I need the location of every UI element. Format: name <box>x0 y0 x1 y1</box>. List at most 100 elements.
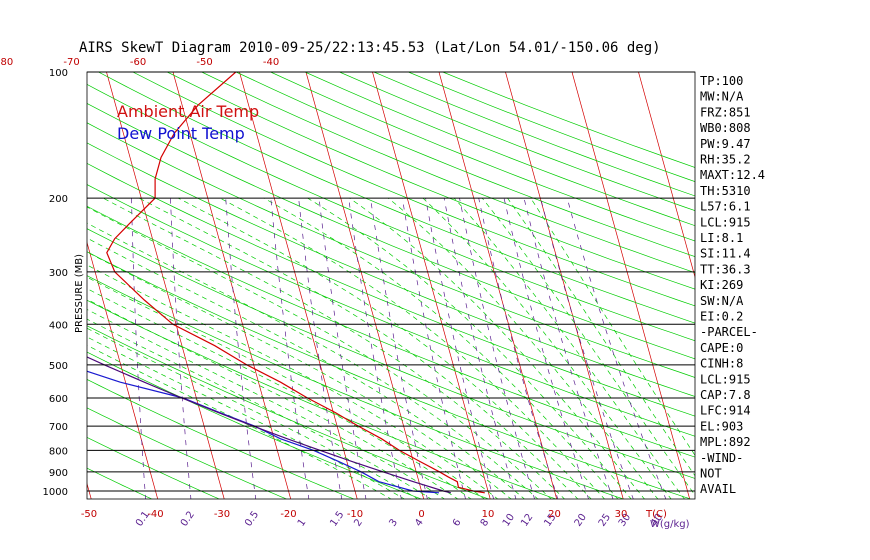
index-entry: CINH:8 <box>700 357 743 371</box>
isotherm-line <box>638 72 695 279</box>
dry-adiabat-line <box>235 72 695 258</box>
mixing-ratio-tick-label: 3 <box>387 517 400 529</box>
pressure-tick-label: 300 <box>49 268 68 279</box>
index-entry: SW:N/A <box>700 294 744 308</box>
dry-adiabat-line <box>87 205 695 458</box>
mixing-ratio-line <box>478 198 559 499</box>
isotherm-line <box>0 72 25 499</box>
mixing-ratio-line <box>318 198 367 499</box>
mixing-ratio-tick-label: 4 <box>413 517 426 529</box>
mixing-ratio-line <box>540 198 634 499</box>
moist-adiabat-line <box>453 197 685 499</box>
index-entry: LI:8.1 <box>700 231 743 245</box>
dry-adiabat-line <box>132 72 695 307</box>
bottom-temp-tick-label: -10 <box>347 509 363 520</box>
dry-adiabat-line <box>87 467 153 499</box>
index-entry: CAP:7.8 <box>700 388 751 402</box>
moist-adiabat-line <box>87 309 445 499</box>
isotherm-line <box>505 72 624 499</box>
moist-adiabat-line <box>530 197 695 456</box>
moist-adiabat-line <box>87 276 485 499</box>
moist-adiabat-line <box>349 197 645 499</box>
index-entry: SI:11.4 <box>700 247 751 261</box>
pressure-tick-label: 700 <box>49 422 68 433</box>
mixing-ratio-line <box>503 198 589 499</box>
bottom-temp-tick-label: -50 <box>81 509 97 520</box>
mixing-ratio-tick-label: 6 <box>451 517 464 529</box>
bottom-temp-axis-label: T(C) <box>645 509 667 520</box>
index-entry: RH:35.2 <box>700 153 751 167</box>
bottom-temp-tick-label: 0 <box>418 509 424 520</box>
dry-adiabat-line <box>87 228 695 479</box>
mixing-ratio-tick-label: 1.5 <box>328 509 346 528</box>
isotherm-line <box>172 72 292 499</box>
pressure-tick-label: 100 <box>49 68 68 79</box>
dew-point-profile <box>87 370 440 494</box>
legend-ambient-air-temp: Ambient Air Temp <box>117 102 259 121</box>
moist-adiabat-line <box>87 206 552 499</box>
mixing-ratio-tick-label: 8 <box>479 517 492 529</box>
index-entry: LCL:915 <box>700 215 751 229</box>
mixing-ratio-line <box>459 198 535 499</box>
index-entry: PW:9.47 <box>700 137 751 151</box>
mixing-ratio-line <box>443 198 517 499</box>
moist-adiabat-line <box>219 197 605 499</box>
plot-frame <box>86 71 696 500</box>
mixing-ratio-line <box>298 198 343 499</box>
mixing-ratio-tick-label: 20 <box>573 512 589 529</box>
mixing-ratio-tick-label: 0.2 <box>179 509 197 528</box>
top-temp-tick-label: -40 <box>263 57 279 68</box>
moist-adiabat-line <box>87 222 539 499</box>
mixing-ratio-tick-label: 10 <box>501 512 517 529</box>
y-axis-label: PRESSURE (MB) <box>74 254 85 333</box>
pressure-tick-label: 600 <box>49 394 68 405</box>
top-temp-tick-label: -70 <box>63 57 79 68</box>
pressure-tick-label: 800 <box>49 446 68 457</box>
dry-adiabat-line <box>87 379 355 499</box>
dry-adiabat-line <box>87 83 695 342</box>
dry-adiabat-line <box>98 72 695 324</box>
dry-adiabat-line <box>87 351 422 499</box>
dry-adiabat-line <box>339 72 695 212</box>
bottom-temp-tick-label: 20 <box>548 509 561 520</box>
index-entry: TH:5310 <box>700 184 751 198</box>
parcel-profile <box>87 356 452 494</box>
moist-adiabat-line <box>87 344 392 499</box>
dry-adiabat-line <box>87 142 695 397</box>
dry-adiabat-line <box>87 162 695 417</box>
index-entry: LCL:915 <box>700 372 751 386</box>
bottom-temp-tick-label: -20 <box>280 509 296 520</box>
dry-adiabat-line <box>87 184 695 437</box>
mixing-ratio-line <box>425 198 494 499</box>
moist-adiabat-line <box>87 288 472 499</box>
dry-adiabat-line <box>87 122 695 378</box>
dry-adiabat-line <box>201 72 695 274</box>
moist-adiabat-line <box>103 197 565 499</box>
moist-adiabat-line <box>87 327 419 499</box>
index-entry: KI:269 <box>700 278 743 292</box>
dry-adiabat-line <box>167 72 695 290</box>
index-entry: MW:N/A <box>700 90 744 104</box>
mixing-ratio-line <box>225 198 257 499</box>
mixing-ratio-line <box>131 198 146 499</box>
moist-adiabat-line <box>263 197 619 499</box>
index-entry: FRZ:851 <box>700 105 751 119</box>
index-entry: MAXT:12.4 <box>700 168 765 182</box>
isotherm-line <box>305 72 425 499</box>
pressure-tick-label: 900 <box>49 468 68 479</box>
index-entry: -PARCEL- <box>700 325 758 339</box>
top-temp-tick-label: -80 <box>0 57 13 68</box>
moist-adiabat-line <box>87 298 459 499</box>
bottom-temp-tick-label: -30 <box>214 509 230 520</box>
index-entry: TP:100 <box>700 74 743 88</box>
mixing-ratio-tick-label: 0.5 <box>243 509 261 528</box>
isotherm-line <box>87 241 159 499</box>
moist-adiabat-line <box>422 197 672 499</box>
index-entry: CAPE:0 <box>700 341 743 355</box>
mixing-ratio-line <box>270 198 310 499</box>
dry-adiabat-line <box>0 72 19 500</box>
isotherm-line <box>372 72 491 499</box>
top-temp-tick-label: -60 <box>130 57 146 68</box>
